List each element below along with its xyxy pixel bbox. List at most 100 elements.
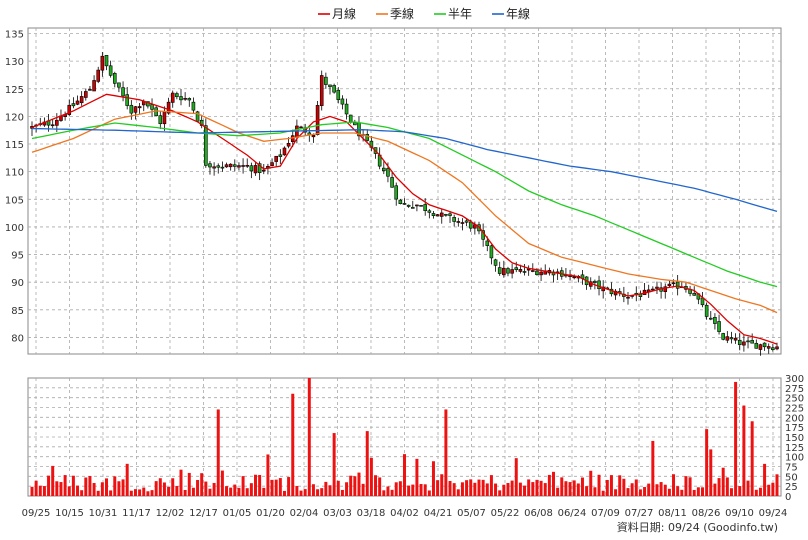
candle [224,162,229,168]
candle [431,211,436,219]
volume-bar [80,490,84,496]
price-tick-label: 85 [11,306,24,317]
volume-bar [47,475,51,496]
candle [299,125,303,129]
x-tick-label: 07/09 [591,508,620,519]
price-tick-label: 130 [5,57,24,68]
volume-bar [398,481,402,496]
candle [572,274,576,280]
volume-bar [63,475,67,496]
candle-body [67,104,72,115]
legend-label: 季線 [390,6,414,21]
volume-bar [204,481,208,496]
volume-bar [307,378,311,496]
ma-line-年線 [31,127,778,213]
candle [758,343,763,356]
volume-bar [270,479,274,496]
x-tick-label: 03/03 [323,508,352,519]
volume-bar [403,454,406,496]
candle [88,86,92,91]
x-tick-label: 08/26 [692,508,721,519]
x-tick-label: 09/24 [759,508,788,519]
volume-tick-label: 150 [785,433,804,444]
candle-body [489,245,494,259]
volume-bar [340,489,344,496]
x-tick-label: 06/24 [558,508,587,519]
volume-bar [369,457,373,496]
candle [245,158,250,168]
candle [336,87,341,104]
candle [340,95,345,110]
volume-bar [345,482,349,496]
candle-body [117,82,121,88]
candle-body [704,304,709,317]
data-date-annotation: 資料日期: 09/24 (Goodinfo.tw) [617,520,778,534]
volume-bar [121,479,125,496]
volume-bar [171,478,175,496]
candle [626,291,630,305]
candle [704,302,709,320]
candle-body [435,214,440,217]
volume-bar [390,489,394,496]
volume-bar [667,488,671,496]
volume-bar [225,486,229,496]
candle [729,331,734,344]
candle [448,211,452,223]
volume-bar [510,480,514,496]
volume-tick-label: 50 [785,472,798,483]
candle-body [108,65,113,76]
volume-bar [440,474,444,496]
volume-tick-label: 250 [785,394,804,405]
candle-body [737,339,742,346]
candle-body [241,165,245,167]
candle [725,331,730,344]
volume-bar [258,474,262,496]
candle [104,54,109,71]
volume-bar [357,472,361,496]
candle [112,71,117,88]
candle [187,97,192,107]
candle [717,314,721,335]
candle-body [750,340,754,344]
candle [158,110,163,130]
volume-bar [229,487,233,496]
ma-line-月線 [31,93,778,345]
candle [228,163,233,171]
candle [183,92,187,101]
price-tick-label: 115 [5,140,24,151]
volume-bar [158,478,162,496]
x-tick-label: 10/15 [55,508,84,519]
candle-body [261,169,266,172]
candle-body [191,101,196,111]
candle [220,161,225,172]
volume-bar [609,475,613,496]
volume-bar [349,475,353,496]
candle-body [502,267,506,276]
candle-body [522,271,527,273]
candle [319,70,324,111]
candle-body [274,155,278,162]
volume-bar [771,482,775,496]
volume-bar [477,479,481,496]
candle-body [721,333,725,340]
volume-bar [572,480,576,496]
candle-body [96,69,101,82]
candle [746,336,750,349]
candle-body [717,321,721,332]
candle [84,88,88,101]
candle-body [104,54,109,67]
candle-body [100,55,105,71]
candle [179,89,183,106]
volume-bar [113,476,117,496]
candle-body [419,205,423,207]
volume-bar [150,490,154,496]
price-tick-label: 90 [11,278,24,289]
volume-bar [655,484,659,496]
candle-body [444,214,448,216]
volume-bar [175,485,179,496]
x-tick-label: 06/08 [524,508,553,519]
candle-body [204,125,208,166]
volume-bar [436,480,440,496]
candle-body [754,342,759,349]
candle [522,264,527,276]
